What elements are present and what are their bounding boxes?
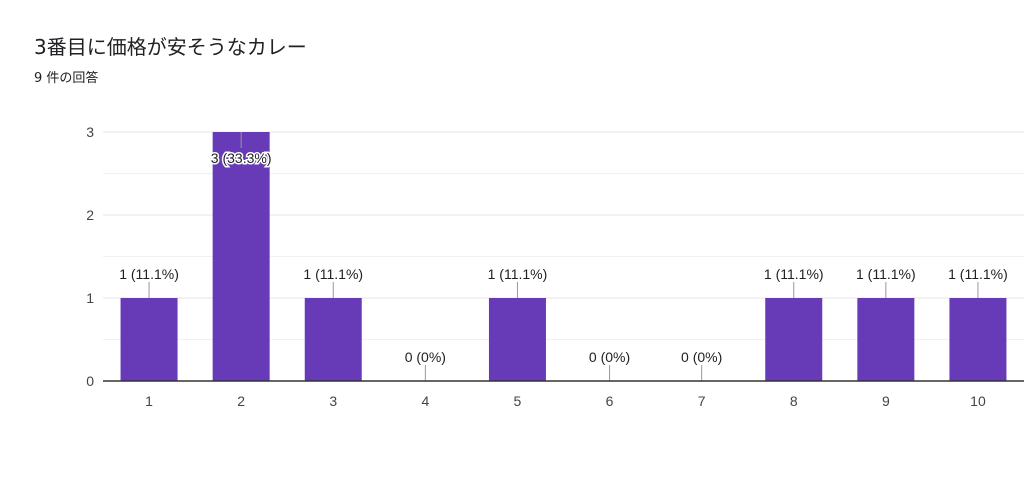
- x-tick-label: 4: [421, 393, 429, 409]
- data-label: 0 (0%): [405, 349, 446, 365]
- bar-3: [304, 298, 362, 381]
- response-count: 9 件の回答: [34, 71, 99, 86]
- data-label: 3 (33.3%): [211, 150, 272, 166]
- bar-5: [488, 298, 546, 381]
- x-tick-label: 5: [514, 393, 522, 409]
- bar-8: [765, 298, 823, 381]
- x-tick-label: 6: [606, 393, 614, 409]
- x-tick-label: 8: [790, 393, 798, 409]
- x-tick-label: 10: [970, 393, 986, 409]
- data-label: 1 (11.1%): [948, 266, 1008, 282]
- data-label: 1 (11.1%): [764, 266, 824, 282]
- x-tick-label: 2: [237, 393, 245, 409]
- bar-9: [857, 298, 915, 381]
- bar-10: [949, 298, 1007, 381]
- data-label: 1 (11.1%): [488, 266, 548, 282]
- data-label: 1 (11.1%): [856, 266, 916, 282]
- y-tick-label: 1: [86, 290, 94, 306]
- y-tick-label: 2: [86, 207, 94, 223]
- data-label: 0 (0%): [589, 349, 630, 365]
- y-tick-label: 3: [86, 124, 94, 140]
- chart-title: 3番目に価格が安そうなカレー: [34, 35, 307, 59]
- data-label: 1 (11.1%): [119, 266, 179, 282]
- bar-1: [120, 298, 178, 381]
- data-label: 0 (0%): [681, 349, 722, 365]
- x-tick-label: 3: [329, 393, 337, 409]
- chart-header: 3番目に価格が安そうなカレー 9 件の回答: [34, 33, 307, 86]
- data-label: 1 (11.1%): [303, 266, 363, 282]
- x-tick-label: 7: [698, 393, 706, 409]
- x-tick-label: 9: [882, 393, 890, 409]
- y-tick-label: 0: [86, 373, 94, 389]
- x-tick-label: 1: [145, 393, 153, 409]
- bar-2: [212, 132, 270, 381]
